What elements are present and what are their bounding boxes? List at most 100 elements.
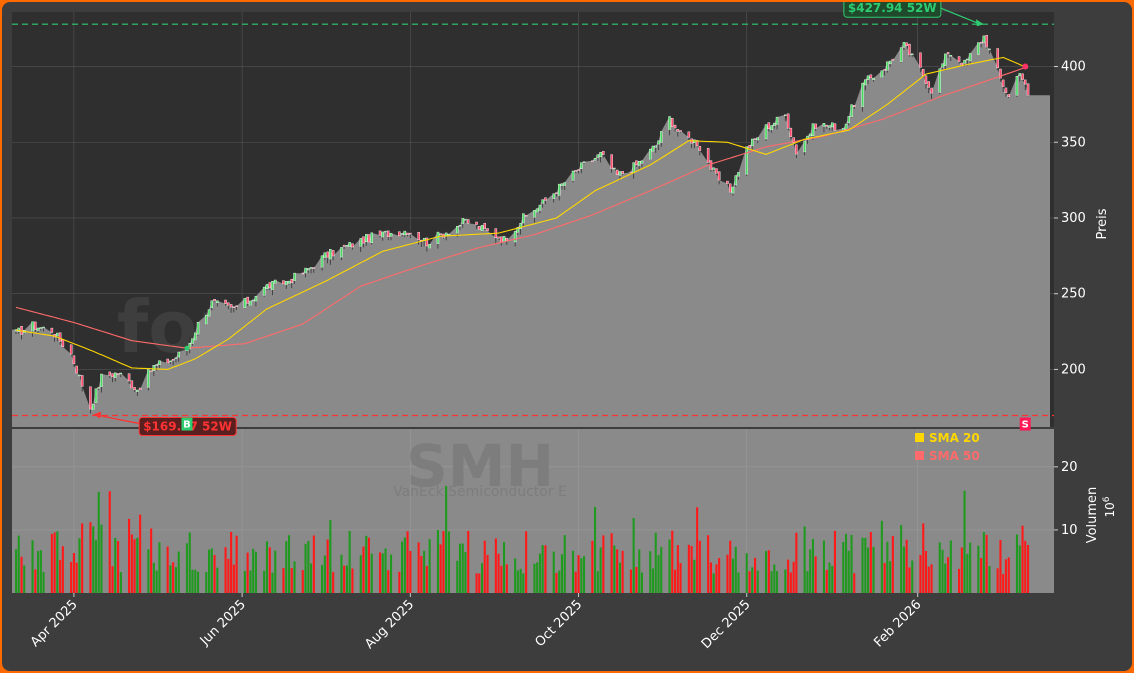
- candle-body: [651, 145, 655, 152]
- volume-bar: [674, 569, 677, 593]
- volume-bar: [458, 543, 461, 593]
- volume-bar: [61, 546, 64, 593]
- candle-body: [960, 62, 964, 66]
- volume-bar: [825, 569, 828, 593]
- candle-body: [475, 221, 478, 225]
- candle-body: [577, 169, 580, 171]
- volume-bar: [486, 554, 489, 593]
- candle-body: [522, 213, 525, 224]
- candle-body: [174, 357, 178, 359]
- volume-bar: [70, 561, 73, 593]
- candle-body: [560, 183, 564, 186]
- candle-body: [113, 372, 117, 378]
- candle-body: [97, 387, 100, 389]
- candle-body: [293, 272, 296, 281]
- volume-bar: [872, 547, 875, 593]
- volume-bar: [516, 570, 519, 593]
- candle-body: [282, 280, 285, 285]
- candle-body: [169, 360, 172, 363]
- candle-body: [136, 389, 139, 392]
- candle-body: [271, 281, 274, 290]
- candle-body: [596, 154, 600, 158]
- volume-bar: [1027, 545, 1030, 593]
- volume-axis-label: Volumen: [1085, 487, 1100, 544]
- candle-body: [640, 160, 644, 164]
- volume-bar: [108, 491, 111, 593]
- volume-bar: [558, 570, 561, 593]
- x-tick-label: Oct 2025: [533, 597, 586, 650]
- x-axis: Apr 2025 Jun 2025 Aug 2025 Oct 2025 Dec 2025…: [28, 593, 925, 652]
- candle-body: [285, 281, 288, 285]
- candle-body: [381, 231, 385, 238]
- candle-body: [924, 75, 928, 84]
- volume-bar: [194, 569, 197, 593]
- volume-bar: [326, 539, 329, 593]
- volume-bar: [423, 550, 426, 593]
- candle-body: [629, 171, 633, 174]
- candle-body: [467, 219, 470, 224]
- candle-body: [210, 300, 213, 308]
- volume-bar: [927, 566, 930, 593]
- candle-body: [191, 338, 194, 344]
- volume-bar: [362, 546, 365, 593]
- volume-bar: [842, 542, 845, 593]
- volume-bar: [246, 552, 249, 593]
- price-tick-label: 300: [1061, 211, 1086, 226]
- volume-bar: [285, 541, 288, 593]
- candle-body: [307, 268, 310, 271]
- volume-bar: [1015, 534, 1018, 593]
- volume-bar: [577, 555, 580, 593]
- candle-body: [828, 125, 831, 128]
- candle-body: [193, 332, 197, 341]
- volume-bar: [379, 552, 382, 593]
- candle-body: [39, 327, 43, 329]
- buy-marker-box: [181, 417, 193, 431]
- candle-body: [502, 235, 506, 242]
- volume-bar: [117, 541, 120, 593]
- volume-bar: [930, 564, 933, 593]
- candle-body: [166, 358, 169, 364]
- candle-body: [478, 226, 481, 230]
- x-tick-label: Aug 2025: [362, 597, 417, 652]
- candle-body: [883, 69, 886, 71]
- volume-bar: [977, 545, 980, 593]
- volume-bar: [216, 567, 219, 593]
- candle-body: [538, 204, 542, 211]
- volume-bar: [139, 514, 142, 593]
- candle-body: [786, 113, 790, 129]
- candle-body: [331, 250, 335, 257]
- volume-bar: [602, 535, 605, 593]
- candle-body: [753, 138, 757, 140]
- candle-body: [171, 359, 175, 361]
- volume-bar: [949, 540, 952, 593]
- volume-bar: [776, 571, 779, 593]
- candle-body: [715, 168, 718, 174]
- volume-bar: [696, 507, 699, 593]
- candle-body: [698, 146, 702, 151]
- candle-body: [158, 360, 161, 365]
- candle-body: [229, 304, 233, 308]
- candle-body: [574, 170, 578, 172]
- ticker-watermark: SMH: [406, 432, 554, 500]
- volume-bar: [188, 532, 191, 593]
- candle-body: [593, 158, 597, 161]
- x-tick-label: Apr 2025: [28, 597, 81, 650]
- volume-bar: [254, 551, 257, 593]
- candle-body: [880, 70, 884, 78]
- volume-bar: [734, 546, 737, 593]
- volume-bar: [596, 571, 599, 593]
- candle-body: [792, 137, 795, 144]
- candle-body: [262, 286, 266, 296]
- candle-body: [326, 251, 329, 258]
- volume-bar: [1021, 525, 1024, 593]
- candle-body: [130, 380, 134, 389]
- candle-body: [249, 300, 252, 306]
- candle-body: [444, 232, 448, 236]
- volume-bar: [883, 562, 886, 593]
- candle-body: [486, 228, 489, 231]
- candle-body: [370, 232, 374, 243]
- candle-body: [814, 123, 817, 129]
- volume-bar: [133, 539, 136, 593]
- price-area: [12, 35, 1050, 428]
